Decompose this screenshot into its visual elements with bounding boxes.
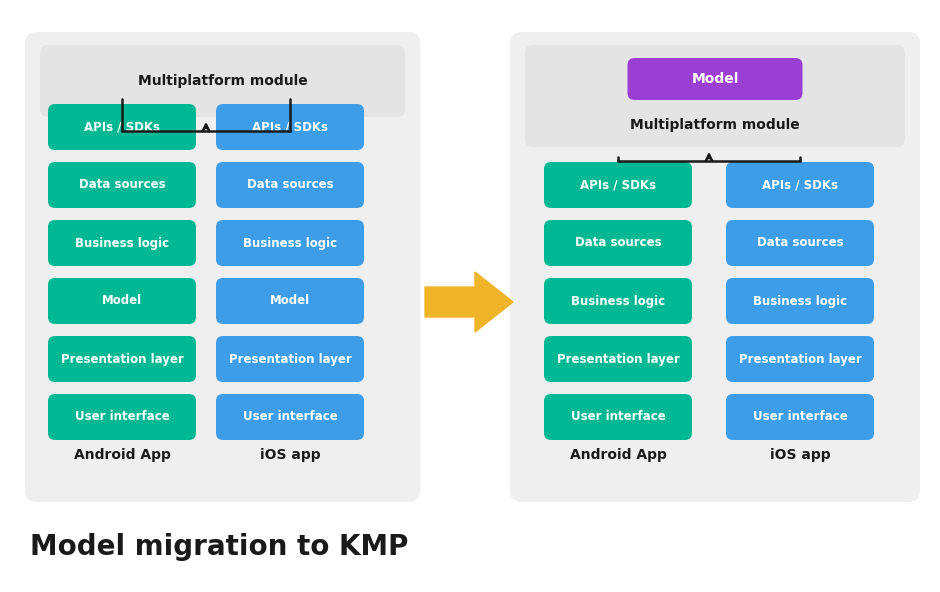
FancyBboxPatch shape bbox=[544, 278, 692, 324]
Text: Business logic: Business logic bbox=[75, 236, 169, 249]
FancyBboxPatch shape bbox=[216, 220, 364, 266]
FancyBboxPatch shape bbox=[726, 278, 874, 324]
Text: User interface: User interface bbox=[753, 410, 847, 423]
FancyBboxPatch shape bbox=[628, 58, 803, 100]
FancyBboxPatch shape bbox=[726, 394, 874, 440]
FancyBboxPatch shape bbox=[25, 32, 420, 502]
FancyBboxPatch shape bbox=[726, 336, 874, 382]
Text: Presentation layer: Presentation layer bbox=[556, 352, 680, 365]
Text: APIs / SDKs: APIs / SDKs bbox=[762, 179, 838, 191]
FancyBboxPatch shape bbox=[726, 220, 874, 266]
Text: iOS app: iOS app bbox=[770, 448, 830, 462]
Text: Model migration to KMP: Model migration to KMP bbox=[30, 533, 408, 561]
FancyArrow shape bbox=[425, 272, 513, 332]
FancyBboxPatch shape bbox=[216, 162, 364, 208]
FancyBboxPatch shape bbox=[216, 278, 364, 324]
Text: Presentation layer: Presentation layer bbox=[60, 352, 183, 365]
Text: Presentation layer: Presentation layer bbox=[739, 352, 861, 365]
Text: Business logic: Business logic bbox=[753, 294, 847, 307]
FancyBboxPatch shape bbox=[510, 32, 920, 502]
Text: Business logic: Business logic bbox=[243, 236, 337, 249]
Text: Model: Model bbox=[691, 72, 739, 86]
FancyBboxPatch shape bbox=[48, 336, 196, 382]
Text: Multiplatform module: Multiplatform module bbox=[137, 74, 307, 88]
FancyBboxPatch shape bbox=[544, 220, 692, 266]
Text: Business logic: Business logic bbox=[571, 294, 666, 307]
Text: User interface: User interface bbox=[74, 410, 169, 423]
FancyBboxPatch shape bbox=[544, 394, 692, 440]
Text: iOS app: iOS app bbox=[259, 448, 321, 462]
FancyBboxPatch shape bbox=[544, 162, 692, 208]
Text: Data sources: Data sources bbox=[79, 179, 165, 191]
Text: Model: Model bbox=[102, 294, 142, 307]
FancyBboxPatch shape bbox=[48, 104, 196, 150]
Text: Model: Model bbox=[270, 294, 310, 307]
FancyBboxPatch shape bbox=[216, 104, 364, 150]
Text: Presentation layer: Presentation layer bbox=[228, 352, 352, 365]
FancyBboxPatch shape bbox=[48, 278, 196, 324]
Text: APIs / SDKs: APIs / SDKs bbox=[84, 121, 160, 134]
FancyBboxPatch shape bbox=[216, 394, 364, 440]
Text: Android App: Android App bbox=[73, 448, 170, 462]
Text: Android App: Android App bbox=[570, 448, 666, 462]
Text: Data sources: Data sources bbox=[757, 236, 843, 249]
Text: Multiplatform module: Multiplatform module bbox=[630, 118, 800, 132]
FancyBboxPatch shape bbox=[544, 336, 692, 382]
Text: User interface: User interface bbox=[243, 410, 337, 423]
FancyBboxPatch shape bbox=[48, 220, 196, 266]
FancyBboxPatch shape bbox=[48, 394, 196, 440]
Text: APIs / SDKs: APIs / SDKs bbox=[580, 179, 656, 191]
Text: APIs / SDKs: APIs / SDKs bbox=[252, 121, 328, 134]
FancyBboxPatch shape bbox=[48, 162, 196, 208]
FancyBboxPatch shape bbox=[525, 45, 905, 147]
Text: Data sources: Data sources bbox=[574, 236, 662, 249]
Text: User interface: User interface bbox=[571, 410, 666, 423]
FancyBboxPatch shape bbox=[40, 45, 405, 117]
FancyBboxPatch shape bbox=[726, 162, 874, 208]
FancyBboxPatch shape bbox=[216, 336, 364, 382]
Text: Data sources: Data sources bbox=[246, 179, 334, 191]
